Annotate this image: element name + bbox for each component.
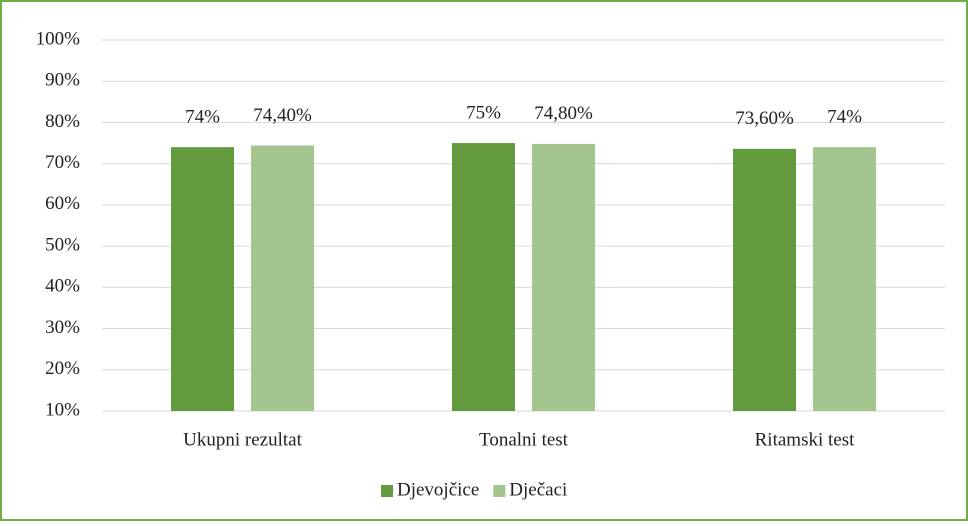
y-tick-label: 70% xyxy=(45,152,80,173)
y-tick-label: 20% xyxy=(45,358,80,379)
bar xyxy=(171,147,234,411)
y-tick-label: 90% xyxy=(45,70,80,91)
y-tick-label: 50% xyxy=(45,234,80,255)
y-tick-label: 10% xyxy=(45,399,80,420)
y-tick-label: 100% xyxy=(36,28,81,49)
y-tick-label: 40% xyxy=(45,276,80,297)
legend-swatch xyxy=(493,485,506,497)
x-tick-label: Tonalni test xyxy=(479,429,569,450)
y-tick-label: 60% xyxy=(45,193,80,214)
value-label: 74% xyxy=(827,107,862,128)
y-tick-label: 80% xyxy=(45,111,80,132)
value-label: 74,80% xyxy=(534,103,593,124)
bar xyxy=(452,143,515,412)
value-label: 74,40% xyxy=(253,105,312,126)
bar xyxy=(813,147,876,411)
bar xyxy=(251,145,314,412)
x-tick-label: Ritamski test xyxy=(755,429,855,450)
x-tick-label: Ukupni rezultat xyxy=(183,429,302,450)
value-label: 75% xyxy=(466,102,501,123)
value-label: 74% xyxy=(185,107,220,128)
bar xyxy=(733,148,796,411)
y-tick-label: 30% xyxy=(45,317,80,338)
legend-label: Djevojčice xyxy=(397,479,479,500)
value-label: 73,60% xyxy=(735,108,794,129)
legend-label: Dječaci xyxy=(509,479,567,500)
bar xyxy=(532,143,595,411)
legend-swatch xyxy=(381,485,393,497)
